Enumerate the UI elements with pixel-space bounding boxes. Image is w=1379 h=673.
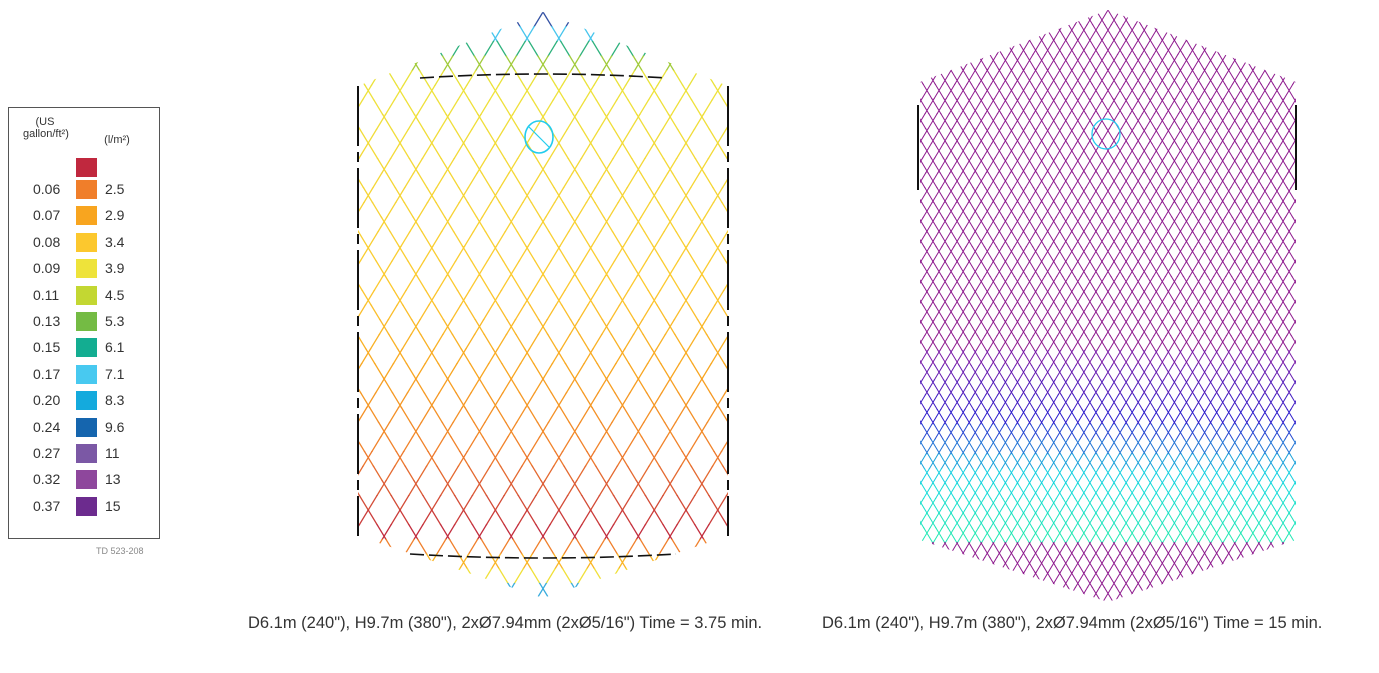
legend-swatch: [76, 206, 97, 226]
legend-row: 0.17 7.1: [9, 363, 159, 385]
legend-value-si: 7.1: [105, 365, 125, 382]
color-legend: (US gallon/ft²) (l/m²) 0.06 2.5 0.07 2.9 0.0…: [8, 107, 160, 539]
legend-value-us: 0.13: [33, 313, 61, 329]
spray-pattern: [920, 10, 1296, 602]
nozzle-icon: [1091, 118, 1121, 150]
legend-row: 0.37 15: [9, 495, 159, 517]
nozzle-icon: [524, 120, 554, 154]
legend-row: 0.15 6.1: [9, 336, 159, 358]
nozzle-mark: [528, 126, 550, 148]
legend-value-us: 0.32: [33, 471, 61, 488]
legend-row: 0.27 11: [9, 442, 159, 464]
legend-value-us: 0.24: [33, 418, 61, 435]
legend-swatch: [76, 391, 97, 411]
legend-value-us: 0.15: [33, 339, 61, 356]
legend-swatch: [76, 470, 97, 490]
legend-value-us: 0.08: [33, 233, 61, 250]
legend-value-si: 2.5: [105, 181, 125, 197]
legend-value-si: 13: [105, 471, 121, 488]
legend-value-si: 6.1: [105, 339, 125, 356]
legend-value-us: 0.27: [33, 445, 61, 461]
tank-coverage-15-min: [917, 10, 1297, 602]
legend-swatch-top: [76, 158, 97, 177]
legend-swatch: [76, 496, 97, 516]
tank-coverage-3-75-min: [357, 12, 729, 598]
legend-header-us: (US gallon/ft²): [23, 116, 69, 140]
legend-value-us: 0.09: [33, 260, 61, 277]
legend-row: 0.20 8.3: [9, 389, 159, 411]
legend-value-si: 2.9: [105, 207, 125, 224]
tank2-caption: D6.1m (240"), H9.7m (380"), 2xØ7.94mm (2…: [822, 614, 1323, 632]
legend-value-si: 4.5: [105, 286, 125, 303]
legend-header-si: (l/m²): [104, 134, 130, 146]
tank-wall-outline: [357, 86, 729, 536]
tank-bottom-rim: [409, 553, 677, 559]
legend-row: 0.08 3.4: [9, 231, 159, 253]
legend-swatch: [76, 285, 97, 305]
legend-value-us: 0.17: [33, 365, 61, 382]
legend-swatch: [76, 232, 97, 252]
legend-swatch: [76, 417, 97, 437]
legend-row-top: [9, 156, 159, 178]
legend-row: 0.32 13: [9, 468, 159, 490]
tank1-caption: D6.1m (240"), H9.7m (380"), 2xØ7.94mm (2…: [248, 614, 763, 632]
legend-value-si: 5.3: [105, 313, 125, 329]
legend-row: 0.24 9.6: [9, 416, 159, 438]
legend-row: 0.07 2.9: [9, 204, 159, 226]
legend-row: 0.13 5.3: [9, 310, 159, 332]
tank-top-rim: [419, 73, 667, 79]
legend-row: 0.09 3.9: [9, 257, 159, 279]
legend-code: TD 523-208: [96, 546, 144, 556]
legend-value-si: 15: [105, 497, 121, 514]
legend-value-si: 3.9: [105, 260, 125, 277]
legend-header: (US gallon/ft²) (l/m²): [9, 116, 159, 156]
legend-value-us: 0.11: [33, 286, 60, 303]
legend-value-si: 8.3: [105, 392, 125, 409]
legend-swatch: [76, 364, 97, 384]
legend-swatch: [76, 259, 97, 279]
spray-pattern: [358, 12, 728, 598]
legend-value-us: 0.37: [33, 497, 61, 514]
legend-value-us: 0.06: [33, 181, 61, 197]
legend-swatch: [76, 338, 97, 358]
legend-row: 0.11 4.5: [9, 284, 159, 306]
legend-value-si: 11: [105, 445, 120, 461]
legend-swatch: [76, 312, 97, 331]
legend-row: 0.06 2.5: [9, 178, 159, 200]
tank-wall-outline: [917, 105, 1297, 190]
legend-swatch: [76, 180, 97, 199]
legend-value-si: 9.6: [105, 418, 125, 435]
legend-swatch: [76, 444, 97, 463]
legend-value-si: 3.4: [105, 233, 125, 250]
legend-value-us: 0.07: [33, 207, 61, 224]
legend-value-us: 0.20: [33, 392, 61, 409]
